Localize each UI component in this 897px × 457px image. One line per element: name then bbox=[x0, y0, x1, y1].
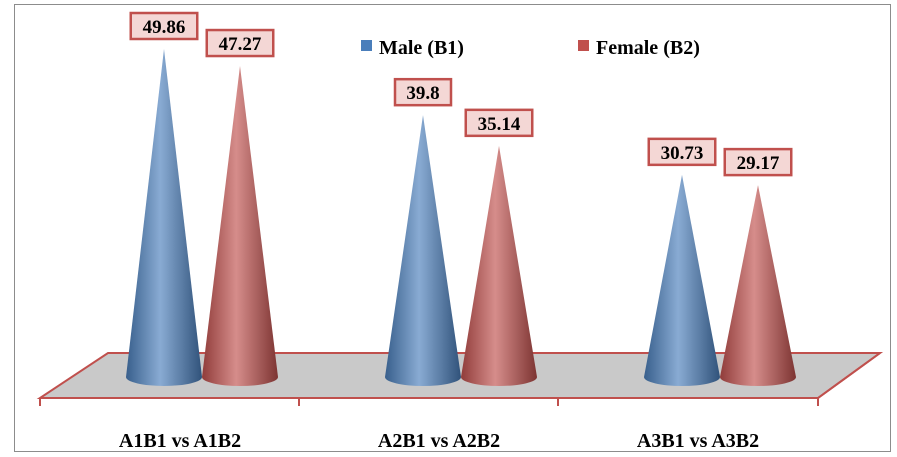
cone-male-b1-a3b1-vs-a3b2 bbox=[644, 174, 720, 386]
data-label-box bbox=[393, 77, 453, 107]
data-label-female-b2-a2b1-vs-a2b2: 35.14 bbox=[464, 108, 534, 138]
cone-body bbox=[720, 185, 796, 386]
category-ticks bbox=[39, 398, 819, 406]
legend-label: Male (B1) bbox=[379, 37, 464, 59]
data-label-box bbox=[723, 147, 793, 177]
category-label-a1b1-vs-a1b2: A1B1 vs A1B2 bbox=[119, 430, 241, 452]
legend: Male (B1) Female (B2) bbox=[361, 37, 700, 59]
cone-body bbox=[202, 66, 278, 387]
cone-body bbox=[461, 145, 537, 386]
data-label-box bbox=[647, 137, 717, 167]
cone-body bbox=[644, 174, 720, 386]
cone-male-b1-a1b1-vs-a1b2 bbox=[126, 49, 202, 386]
data-label-box bbox=[129, 11, 199, 41]
cone-female-b2-a2b1-vs-a2b2 bbox=[461, 145, 537, 386]
data-label-male-b1-a1b1-vs-a1b2: 49.86 bbox=[129, 11, 199, 41]
chart-frame: 49.86 47.27 39.8 35.14 30.73 29.17 A1B1 vs A1… bbox=[14, 4, 891, 452]
legend-item-male-b1: Male (B1) bbox=[361, 37, 464, 59]
data-label-text: 49.86 bbox=[143, 17, 186, 38]
cone-body bbox=[385, 115, 461, 387]
category-label-a2b1-vs-a2b2: A2B1 vs A2B2 bbox=[378, 430, 500, 452]
data-label-female-b2-a1b1-vs-a1b2: 47.27 bbox=[205, 28, 275, 58]
data-label-box bbox=[464, 108, 534, 138]
category-labels-group: A1B1 vs A1B2 A2B1 vs A2B2 A3B1 vs A3B2 bbox=[119, 430, 759, 452]
data-label-text: 39.8 bbox=[406, 83, 439, 104]
cone-male-b1-a2b1-vs-a2b2 bbox=[385, 115, 461, 387]
data-label-text: 29.17 bbox=[737, 153, 780, 174]
legend-swatch bbox=[578, 40, 589, 51]
data-label-male-b1-a3b1-vs-a3b2: 30.73 bbox=[647, 137, 717, 167]
cone-body bbox=[126, 49, 202, 386]
legend-item-female-b2: Female (B2) bbox=[578, 37, 700, 59]
cone-chart: 49.86 47.27 39.8 35.14 30.73 29.17 A1B1 vs A1… bbox=[36, 11, 884, 452]
cones-group bbox=[126, 49, 796, 387]
data-label-female-b2-a3b1-vs-a3b2: 29.17 bbox=[723, 147, 793, 177]
category-label-a3b1-vs-a3b2: A3B1 vs A3B2 bbox=[637, 430, 759, 452]
data-label-box bbox=[205, 28, 275, 58]
data-labels-group: 49.86 47.27 39.8 35.14 30.73 29.17 bbox=[129, 11, 793, 177]
floor-right-edge bbox=[817, 352, 881, 399]
data-label-male-b1-a2b1-vs-a2b2: 39.8 bbox=[393, 77, 453, 107]
cone-female-b2-a1b1-vs-a1b2 bbox=[202, 66, 278, 387]
data-label-text: 30.73 bbox=[661, 143, 704, 164]
data-label-text: 47.27 bbox=[219, 34, 262, 55]
cone-female-b2-a3b1-vs-a3b2 bbox=[720, 185, 796, 386]
legend-label: Female (B2) bbox=[596, 37, 700, 59]
legend-swatch bbox=[361, 40, 372, 51]
data-label-text: 35.14 bbox=[478, 114, 521, 135]
